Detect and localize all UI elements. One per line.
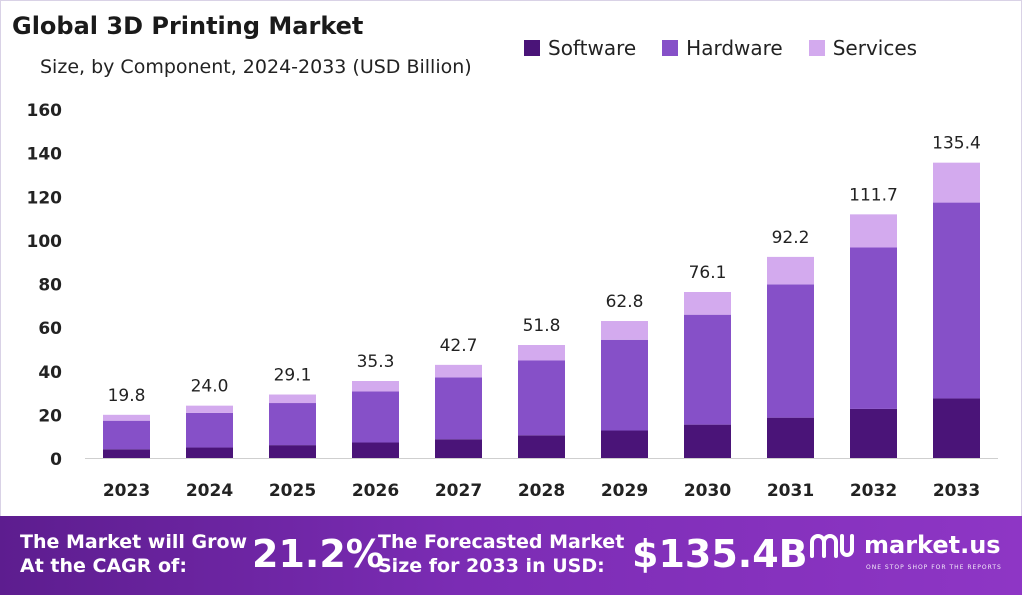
bar-hardware-2030 bbox=[684, 314, 731, 425]
y-tick-label: 60 bbox=[38, 319, 62, 339]
bar-total-label: 51.8 bbox=[523, 316, 561, 336]
bar-total-label: 62.8 bbox=[606, 292, 644, 312]
bar-total-label: 135.4 bbox=[932, 134, 981, 154]
bar-software-2031 bbox=[767, 417, 814, 458]
bar-services-2029 bbox=[601, 321, 648, 340]
bar-software-2030 bbox=[684, 424, 731, 458]
x-tick-label: 2026 bbox=[352, 481, 399, 501]
cagr-text-line-2: At the CAGR of: bbox=[20, 555, 187, 577]
footer-banner: The Market will Grow At the CAGR of: 21.… bbox=[0, 516, 1022, 595]
legend-label-hardware: Hardware bbox=[686, 36, 783, 60]
chart-legend: Software Hardware Services bbox=[524, 36, 917, 60]
legend-swatch-services bbox=[808, 40, 825, 56]
legend-swatch-software bbox=[524, 40, 540, 56]
bar-hardware-2028 bbox=[518, 360, 565, 436]
forecast-text-line-2: Size for 2033 in USD: bbox=[378, 555, 605, 577]
bar-services-2031 bbox=[767, 256, 814, 285]
legend-label-services: Services bbox=[832, 36, 918, 60]
x-tick-label: 2032 bbox=[850, 481, 897, 501]
legend-item-hardware: Hardware bbox=[662, 36, 783, 60]
y-tick-label: 100 bbox=[27, 232, 63, 252]
bar-services-2033 bbox=[933, 162, 980, 203]
bar-software-2032 bbox=[850, 408, 897, 458]
bar-software-2033 bbox=[933, 398, 980, 458]
market-us-logo-icon bbox=[810, 534, 854, 558]
x-tick-label: 2027 bbox=[435, 481, 482, 501]
cagr-value: 21.2% bbox=[252, 532, 384, 576]
brand-name: market.us bbox=[864, 531, 1001, 559]
legend-item-software: Software bbox=[524, 36, 636, 60]
x-tick-label: 2024 bbox=[186, 481, 233, 501]
bar-software-2024 bbox=[186, 447, 233, 458]
bar-hardware-2027 bbox=[435, 377, 482, 440]
bar-total-label: 35.3 bbox=[357, 352, 395, 372]
y-tick-label: 140 bbox=[27, 145, 63, 165]
legend-item-services: Services bbox=[808, 36, 918, 60]
bar-services-2026 bbox=[352, 381, 399, 392]
bar-software-2028 bbox=[518, 435, 565, 458]
y-tick-label: 0 bbox=[50, 450, 62, 470]
bar-services-2025 bbox=[269, 394, 316, 404]
bar-software-2029 bbox=[601, 430, 648, 458]
x-tick-label: 2031 bbox=[767, 481, 814, 501]
bar-services-2032 bbox=[850, 214, 897, 248]
bar-services-2030 bbox=[684, 292, 731, 315]
bar-total-label: 42.7 bbox=[440, 336, 478, 356]
bar-hardware-2025 bbox=[269, 403, 316, 446]
bar-software-2025 bbox=[269, 445, 316, 458]
bar-hardware-2033 bbox=[933, 202, 980, 399]
bar-hardware-2031 bbox=[767, 284, 814, 418]
bar-services-2027 bbox=[435, 364, 482, 378]
y-tick-label: 40 bbox=[38, 363, 62, 383]
brand-tagline: ONE STOP SHOP FOR THE REPORTS bbox=[866, 564, 1002, 571]
chart-title: Global 3D Printing Market bbox=[12, 12, 364, 40]
bar-services-2028 bbox=[518, 345, 565, 361]
bar-hardware-2023 bbox=[103, 420, 150, 450]
bar-hardware-2032 bbox=[850, 247, 897, 409]
chart-subtitle: Size, by Component, 2024-2033 (USD Billi… bbox=[40, 56, 472, 78]
bar-hardware-2026 bbox=[352, 391, 399, 443]
legend-swatch-hardware bbox=[662, 40, 679, 56]
bar-services-2023 bbox=[103, 414, 150, 421]
y-tick-label: 20 bbox=[38, 406, 62, 426]
x-tick-label: 2029 bbox=[601, 481, 648, 501]
bar-total-label: 29.1 bbox=[274, 366, 312, 386]
forecast-value: $135.4B bbox=[632, 532, 808, 576]
y-tick-label: 80 bbox=[38, 276, 62, 296]
x-tick-label: 2028 bbox=[518, 481, 565, 501]
x-tick-label: 2033 bbox=[933, 481, 980, 501]
bar-services-2024 bbox=[186, 405, 233, 413]
bar-hardware-2024 bbox=[186, 412, 233, 448]
bar-software-2027 bbox=[435, 439, 482, 458]
brand-logo: market.us ONE STOP SHOP FOR THE REPORTS bbox=[808, 530, 1001, 571]
bar-hardware-2029 bbox=[601, 339, 648, 431]
bar-total-label: 92.2 bbox=[772, 228, 810, 248]
bar-chart: 0 20 40 60 80 100 120 140 160 19.8 2023 24.0 2024 29.… bbox=[27, 101, 998, 501]
bar-software-2026 bbox=[352, 442, 399, 458]
bar-software-2023 bbox=[103, 449, 150, 458]
bar-total-label: 76.1 bbox=[689, 263, 727, 283]
x-tick-label: 2025 bbox=[269, 481, 316, 501]
bar-total-label: 19.8 bbox=[108, 386, 146, 406]
y-tick-label: 120 bbox=[27, 188, 63, 208]
cagr-text-line-1: The Market will Grow bbox=[20, 531, 248, 553]
legend-label-software: Software bbox=[548, 36, 637, 60]
x-tick-label: 2023 bbox=[103, 481, 150, 501]
x-tick-label: 2030 bbox=[684, 481, 731, 501]
bar-total-label: 111.7 bbox=[849, 185, 898, 205]
forecast-text-line-1: The Forecasted Market bbox=[378, 531, 625, 553]
y-tick-label: 160 bbox=[27, 101, 63, 121]
bar-total-label: 24.0 bbox=[191, 377, 229, 397]
